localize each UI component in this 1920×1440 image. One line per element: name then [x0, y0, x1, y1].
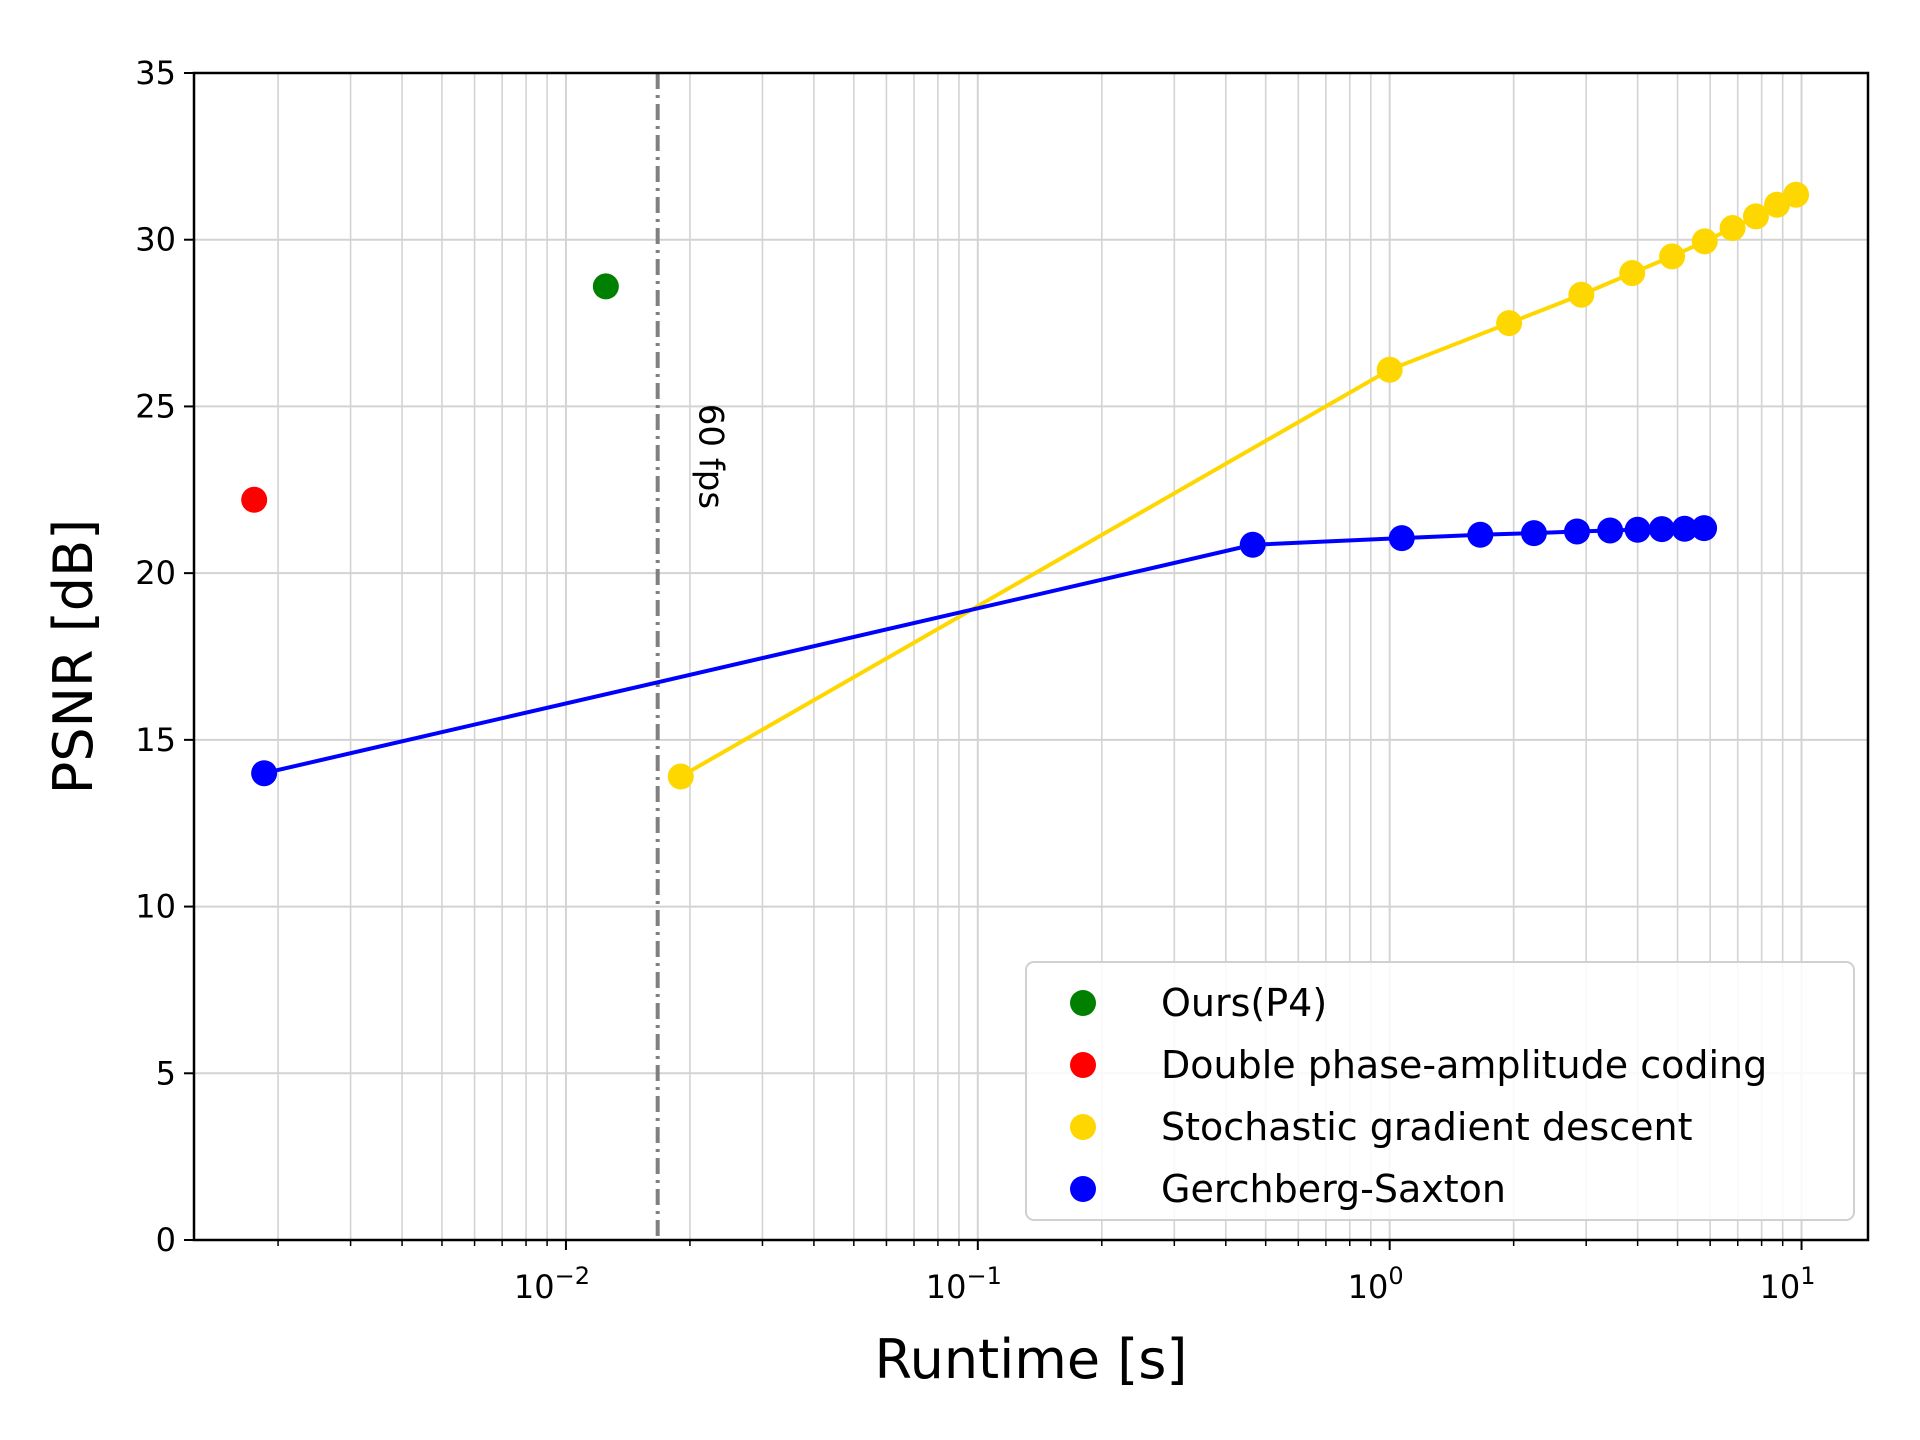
data-point: [1467, 521, 1494, 548]
series-group: [667, 181, 1810, 790]
legend-marker: [1070, 1114, 1096, 1140]
legend-label: Gerchberg-Saxton: [1161, 1167, 1506, 1211]
data-point: [1659, 243, 1686, 270]
legend-box: [1025, 961, 1855, 1221]
fps-annotation: 60 fps: [691, 404, 731, 509]
x-tick-exponent: −2: [555, 1262, 590, 1290]
data-point: [1719, 215, 1746, 242]
data-point: [1671, 515, 1698, 542]
data-point: [592, 273, 619, 300]
series-group: [251, 515, 1718, 787]
x-tick-exponent: −1: [966, 1262, 1001, 1290]
data-point: [1496, 310, 1523, 337]
legend-label: Stochastic gradient descent: [1161, 1105, 1692, 1149]
x-tick-label: 10−2: [514, 1262, 590, 1306]
y-tick-label: 35: [135, 54, 176, 92]
legend-label: Ours(P4): [1161, 981, 1327, 1025]
data-point: [667, 763, 694, 790]
x-tick-exponent: 1: [1800, 1262, 1815, 1290]
y-tick-label: 10: [135, 888, 176, 926]
y-tick-label: 25: [135, 387, 176, 425]
data-point: [1564, 518, 1591, 545]
y-tick-label: 0: [156, 1221, 176, 1259]
data-point: [1691, 228, 1718, 255]
x-tick-label: 10−1: [926, 1262, 1002, 1306]
series-group: [241, 486, 268, 513]
y-tick-label: 30: [135, 221, 176, 259]
legend-label: Double phase-amplitude coding: [1161, 1043, 1767, 1087]
data-point: [1520, 520, 1547, 547]
data-point: [1691, 515, 1718, 542]
series-line: [263, 526, 1705, 776]
x-tick-exponent: 0: [1388, 1262, 1403, 1290]
y-tick-label: 5: [156, 1054, 176, 1092]
data-point: [1568, 281, 1595, 308]
x-tick-label: 101: [1760, 1262, 1816, 1306]
data-point: [1648, 516, 1675, 543]
data-point: [1239, 531, 1266, 558]
data-point: [251, 760, 278, 787]
x-axis-label: Runtime [s]: [875, 1328, 1188, 1391]
x-tick-label: 100: [1348, 1262, 1404, 1306]
data-point: [1624, 516, 1651, 543]
legend: Ours(P4) Double phase-amplitude coding Sto…: [1025, 961, 1855, 1221]
data-point: [1376, 356, 1403, 383]
y-tick-label: 15: [135, 721, 176, 759]
series-layer: [241, 181, 1810, 790]
data-point: [1388, 525, 1415, 552]
plot-frame: [192, 71, 1870, 1242]
y-axis-label: PSNR [dB]: [42, 519, 105, 794]
data-point: [1783, 181, 1810, 208]
legend-marker: [1070, 1176, 1096, 1202]
legend-marker: [1070, 1052, 1096, 1078]
data-point: [1597, 517, 1624, 544]
y-tick-label: 20: [135, 554, 176, 592]
data-point: [1764, 191, 1791, 218]
series-group: [592, 273, 619, 300]
vline-layer: 60 fps: [655, 73, 731, 1240]
data-point: [241, 486, 268, 513]
data-point: [1742, 203, 1769, 230]
data-point: [1619, 260, 1646, 287]
legend-marker: [1070, 990, 1096, 1016]
